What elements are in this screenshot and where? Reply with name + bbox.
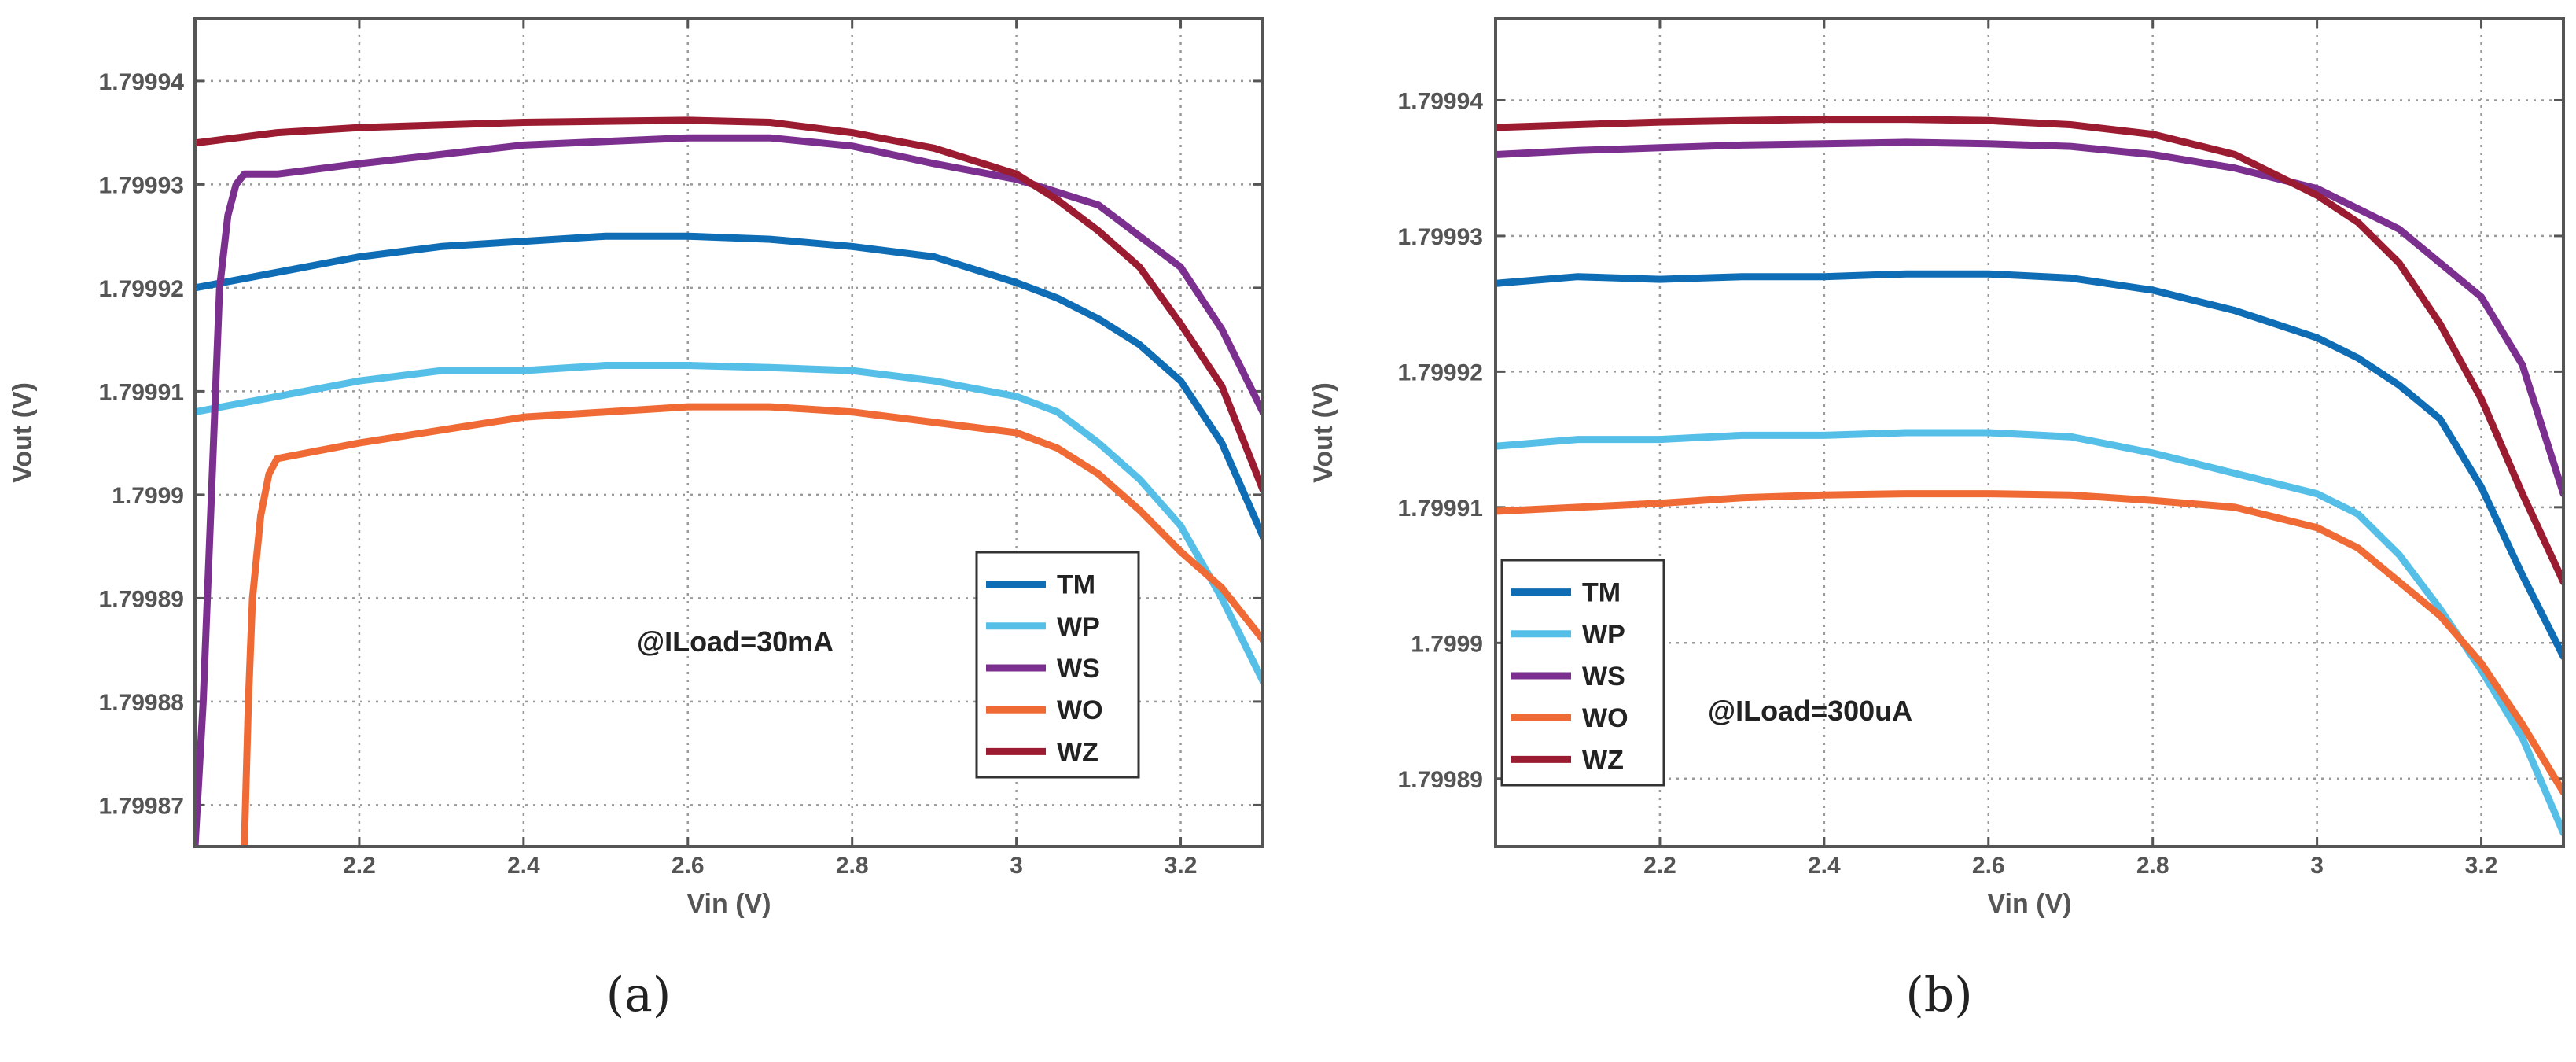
series-line-wz xyxy=(195,116,1263,493)
x-tick-label: 2.4 xyxy=(1808,853,1841,879)
series-line-wo xyxy=(241,403,1263,846)
legend-label-ws: WS xyxy=(1057,654,1100,684)
y-tick-label: 1.7999 xyxy=(112,483,184,509)
y-tick-label: 1.79993 xyxy=(1398,224,1483,250)
chart-panel-a: 2.2 2.4 2.6 2.8 3 3.2 1.79987 1.79988 1.79989 1.7… xyxy=(8,17,1264,1023)
y-tick-label: 1.79992 xyxy=(99,276,184,302)
legend: TM WP WS WO WZ xyxy=(975,551,1140,779)
plot-frame xyxy=(1494,17,2565,848)
series-line-wp xyxy=(195,362,1263,685)
legend-label-ws: WS xyxy=(1582,662,1625,691)
y-tick-label: 1.79994 xyxy=(1398,88,1484,114)
x-tick-label: 3 xyxy=(2310,853,2324,879)
panel-caption: (a) xyxy=(606,968,672,1023)
plot-frame xyxy=(193,17,1264,848)
legend-label-wp: WP xyxy=(1057,612,1100,642)
panel-caption: (b) xyxy=(1905,968,1972,1023)
legend: TM WP WS WO WZ xyxy=(1500,559,1665,787)
x-tick-label: 2.8 xyxy=(2136,853,2169,879)
y-tick-label: 1.79989 xyxy=(1398,767,1483,793)
y-tick-label: 1.79991 xyxy=(1398,496,1483,522)
series-line-tm xyxy=(1496,270,2563,661)
y-tick-label: 1.79987 xyxy=(99,793,184,819)
x-tick-label: 2.4 xyxy=(507,853,540,879)
series-group xyxy=(1496,116,2563,837)
y-axis-label: Vout (V) xyxy=(8,382,38,483)
y-tick-label: 1.79993 xyxy=(99,172,184,198)
y-tick-label: 1.7999 xyxy=(1411,631,1483,657)
x-tick-label: 2.2 xyxy=(1643,853,1676,879)
x-tick-label: 2.2 xyxy=(343,853,376,879)
chart-panel-b: 2.2 2.4 2.6 2.8 3 3.2 1.79989 1.7999 1.79991 1.79… xyxy=(1308,17,2565,1023)
legend-label-wz: WZ xyxy=(1057,737,1098,767)
series-line-wo xyxy=(1496,490,2563,796)
series-line-tm xyxy=(195,232,1263,540)
legend-label-tm: TM xyxy=(1057,570,1095,600)
legend-label-wp: WP xyxy=(1582,620,1625,650)
load-annotation: @ILoad=30mA xyxy=(637,625,834,658)
x-tick-label: 2.6 xyxy=(1972,853,2005,879)
x-axis-label: Vin (V) xyxy=(1987,889,2071,919)
series-line-ws xyxy=(195,134,1263,846)
series-group xyxy=(195,116,1263,846)
series-line-wz xyxy=(1496,116,2563,586)
x-tick-label: 3.2 xyxy=(2465,853,2498,879)
legend-label-tm: TM xyxy=(1582,578,1621,608)
y-axis-label: Vout (V) xyxy=(1308,382,1338,483)
legend-label-wo: WO xyxy=(1582,703,1628,733)
legend-label-wz: WZ xyxy=(1582,745,1624,775)
y-tick-label: 1.79992 xyxy=(1398,360,1483,385)
x-tick-label: 2.8 xyxy=(836,853,869,879)
x-tick-label: 3 xyxy=(1010,853,1023,879)
y-tick-label: 1.79988 xyxy=(99,690,184,716)
legend-label-wo: WO xyxy=(1057,695,1103,725)
x-tick-label: 2.6 xyxy=(672,853,705,879)
x-tick-label: 3.2 xyxy=(1165,853,1198,879)
x-axis-label: Vin (V) xyxy=(686,889,771,919)
load-annotation: @ILoad=300uA xyxy=(1708,695,1912,727)
series-line-ws xyxy=(1496,138,2563,498)
y-tick-label: 1.79994 xyxy=(99,69,185,95)
y-tick-label: 1.79991 xyxy=(99,379,184,405)
y-tick-label: 1.79989 xyxy=(99,586,184,612)
